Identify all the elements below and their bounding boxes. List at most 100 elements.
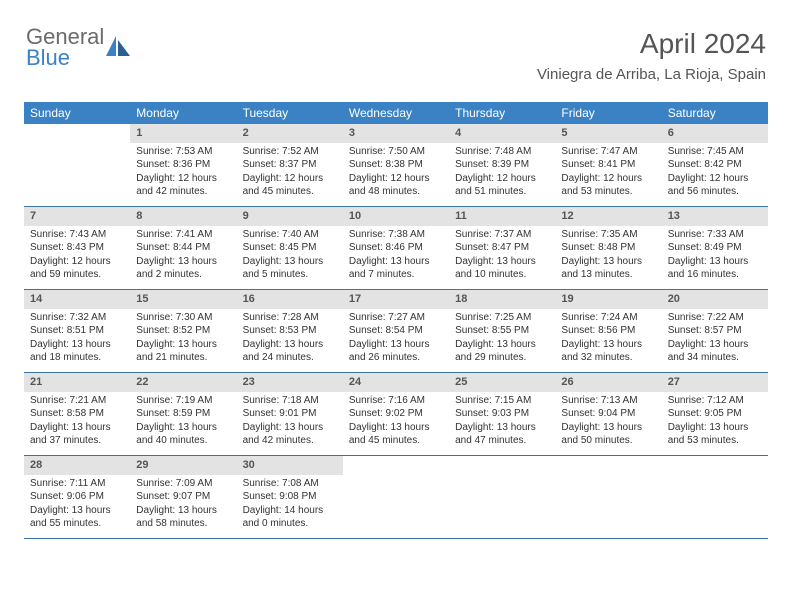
logo-sail-icon bbox=[106, 36, 130, 56]
sunrise-line: Sunrise: 7:43 AM bbox=[30, 228, 124, 242]
day-content: Sunrise: 7:52 AMSunset: 8:37 PMDaylight:… bbox=[237, 145, 343, 203]
day-cell: 13Sunrise: 7:33 AMSunset: 8:49 PMDayligh… bbox=[662, 207, 768, 289]
daylight-line-1: Daylight: 13 hours bbox=[243, 338, 337, 352]
daylight-line-1: Daylight: 12 hours bbox=[561, 172, 655, 186]
daylight-line-2: and 42 minutes. bbox=[136, 185, 230, 199]
day-cell: 29Sunrise: 7:09 AMSunset: 9:07 PMDayligh… bbox=[130, 456, 236, 538]
sunset-line: Sunset: 8:53 PM bbox=[243, 324, 337, 338]
day-content: Sunrise: 7:53 AMSunset: 8:36 PMDaylight:… bbox=[130, 145, 236, 203]
day-content: Sunrise: 7:15 AMSunset: 9:03 PMDaylight:… bbox=[449, 394, 555, 452]
day-number: 30 bbox=[237, 456, 343, 475]
day-cell: 12Sunrise: 7:35 AMSunset: 8:48 PMDayligh… bbox=[555, 207, 661, 289]
daylight-line-1: Daylight: 13 hours bbox=[561, 338, 655, 352]
sunrise-line: Sunrise: 7:32 AM bbox=[30, 311, 124, 325]
daylight-line-1: Daylight: 12 hours bbox=[349, 172, 443, 186]
daylight-line-1: Daylight: 13 hours bbox=[455, 421, 549, 435]
sunrise-line: Sunrise: 7:16 AM bbox=[349, 394, 443, 408]
sunset-line: Sunset: 8:45 PM bbox=[243, 241, 337, 255]
day-cell bbox=[555, 456, 661, 538]
daylight-line-1: Daylight: 12 hours bbox=[455, 172, 549, 186]
daylight-line-1: Daylight: 13 hours bbox=[349, 255, 443, 269]
sunset-line: Sunset: 8:43 PM bbox=[30, 241, 124, 255]
day-cell: 23 Sunrise: 7:18 AMSunset: 9:01 PMDayligh… bbox=[237, 373, 343, 455]
day-content: Sunrise: 7:48 AMSunset: 8:39 PMDaylight:… bbox=[449, 145, 555, 203]
sunset-line: Sunset: 8:56 PM bbox=[561, 324, 655, 338]
sunrise-line: Sunrise: 7:11 AM bbox=[30, 477, 124, 491]
sunset-line: Sunset: 9:04 PM bbox=[561, 407, 655, 421]
sunset-line: Sunset: 8:59 PM bbox=[136, 407, 230, 421]
day-number: 24 bbox=[343, 373, 449, 392]
day-number: 20 bbox=[662, 290, 768, 309]
sunrise-line: Sunrise: 7:19 AM bbox=[136, 394, 230, 408]
day-content: Sunrise: 7:25 AMSunset: 8:55 PMDaylight:… bbox=[449, 311, 555, 369]
day-cell: 24Sunrise: 7:16 AMSunset: 9:02 PMDayligh… bbox=[343, 373, 449, 455]
daylight-line-2: and 18 minutes. bbox=[30, 351, 124, 365]
day-cell: 19Sunrise: 7:24 AMSunset: 8:56 PMDayligh… bbox=[555, 290, 661, 372]
daylight-line-1: Daylight: 13 hours bbox=[30, 504, 124, 518]
day-number: 23 bbox=[237, 373, 343, 392]
daylight-line-2: and 48 minutes. bbox=[349, 185, 443, 199]
sunrise-line: Sunrise: 7:35 AM bbox=[561, 228, 655, 242]
daylight-line-2: and 29 minutes. bbox=[455, 351, 549, 365]
day-number: 29 bbox=[130, 456, 236, 475]
daylight-line-2: and 51 minutes. bbox=[455, 185, 549, 199]
sunset-line: Sunset: 8:41 PM bbox=[561, 158, 655, 172]
day-number: 13 bbox=[662, 207, 768, 226]
daylight-line-2: and 58 minutes. bbox=[136, 517, 230, 531]
sunrise-line: Sunrise: 7:41 AM bbox=[136, 228, 230, 242]
header-right: April 2024 Viniegra de Arriba, La Rioja,… bbox=[537, 28, 766, 83]
day-content: Sunrise: 7:18 AMSunset: 9:01 PMDaylight:… bbox=[237, 394, 343, 452]
sunrise-line: Sunrise: 7:09 AM bbox=[136, 477, 230, 491]
sunset-line: Sunset: 8:44 PM bbox=[136, 241, 230, 255]
day-header: Thursday bbox=[449, 102, 555, 124]
daylight-line-2: and 53 minutes. bbox=[561, 185, 655, 199]
daylight-line-2: and 13 minutes. bbox=[561, 268, 655, 282]
sunrise-line: Sunrise: 7:27 AM bbox=[349, 311, 443, 325]
daylight-line-2: and 32 minutes. bbox=[561, 351, 655, 365]
day-content: Sunrise: 7:40 AMSunset: 8:45 PMDaylight:… bbox=[237, 228, 343, 286]
sunrise-line: Sunrise: 7:21 AM bbox=[30, 394, 124, 408]
daylight-line-1: Daylight: 13 hours bbox=[243, 255, 337, 269]
daylight-line-1: Daylight: 13 hours bbox=[455, 338, 549, 352]
location-text: Viniegra de Arriba, La Rioja, Spain bbox=[537, 66, 766, 83]
daylight-line-2: and 56 minutes. bbox=[668, 185, 762, 199]
day-number: 17 bbox=[343, 290, 449, 309]
day-cell: 22Sunrise: 7:19 AMSunset: 8:59 PMDayligh… bbox=[130, 373, 236, 455]
daylight-line-1: Daylight: 13 hours bbox=[136, 338, 230, 352]
sunrise-line: Sunrise: 7:24 AM bbox=[561, 311, 655, 325]
logo-text-blue: Blue bbox=[26, 47, 104, 69]
day-number: 21 bbox=[24, 373, 130, 392]
sunrise-line: Sunrise: 7:50 AM bbox=[349, 145, 443, 159]
sunrise-line: Sunrise: 7:53 AM bbox=[136, 145, 230, 159]
sunrise-line: Sunrise: 7:38 AM bbox=[349, 228, 443, 242]
daylight-line-1: Daylight: 13 hours bbox=[30, 338, 124, 352]
daylight-line-2: and 50 minutes. bbox=[561, 434, 655, 448]
day-content: Sunrise: 7:41 AMSunset: 8:44 PMDaylight:… bbox=[130, 228, 236, 286]
day-cell: 14Sunrise: 7:32 AMSunset: 8:51 PMDayligh… bbox=[24, 290, 130, 372]
sunrise-line: Sunrise: 7:22 AM bbox=[668, 311, 762, 325]
sunrise-line: Sunrise: 7:08 AM bbox=[243, 477, 337, 491]
sunset-line: Sunset: 9:07 PM bbox=[136, 490, 230, 504]
sunset-line: Sunset: 8:46 PM bbox=[349, 241, 443, 255]
day-cell: 4Sunrise: 7:48 AMSunset: 8:39 PMDaylight… bbox=[449, 124, 555, 206]
sunrise-line: Sunrise: 7:48 AM bbox=[455, 145, 549, 159]
day-number: 12 bbox=[555, 207, 661, 226]
day-number: 2 bbox=[237, 124, 343, 143]
day-cell bbox=[449, 456, 555, 538]
sunrise-line: Sunrise: 7:15 AM bbox=[455, 394, 549, 408]
sunrise-line: Sunrise: 7:12 AM bbox=[668, 394, 762, 408]
sunrise-line: Sunrise: 7:25 AM bbox=[455, 311, 549, 325]
day-cell: 11Sunrise: 7:37 AMSunset: 8:47 PMDayligh… bbox=[449, 207, 555, 289]
month-title: April 2024 bbox=[537, 28, 766, 60]
day-content: Sunrise: 7:13 AMSunset: 9:04 PMDaylight:… bbox=[555, 394, 661, 452]
daylight-line-2: and 21 minutes. bbox=[136, 351, 230, 365]
week-row: 21Sunrise: 7:21 AMSunset: 8:58 PMDayligh… bbox=[24, 373, 768, 456]
sunset-line: Sunset: 9:06 PM bbox=[30, 490, 124, 504]
day-content: Sunrise: 7:38 AMSunset: 8:46 PMDaylight:… bbox=[343, 228, 449, 286]
day-cell: 9Sunrise: 7:40 AMSunset: 8:45 PMDaylight… bbox=[237, 207, 343, 289]
sunset-line: Sunset: 8:54 PM bbox=[349, 324, 443, 338]
daylight-line-1: Daylight: 13 hours bbox=[561, 421, 655, 435]
week-row: 7Sunrise: 7:43 AMSunset: 8:43 PMDaylight… bbox=[24, 207, 768, 290]
sunset-line: Sunset: 9:01 PM bbox=[243, 407, 337, 421]
daylight-line-1: Daylight: 13 hours bbox=[349, 338, 443, 352]
